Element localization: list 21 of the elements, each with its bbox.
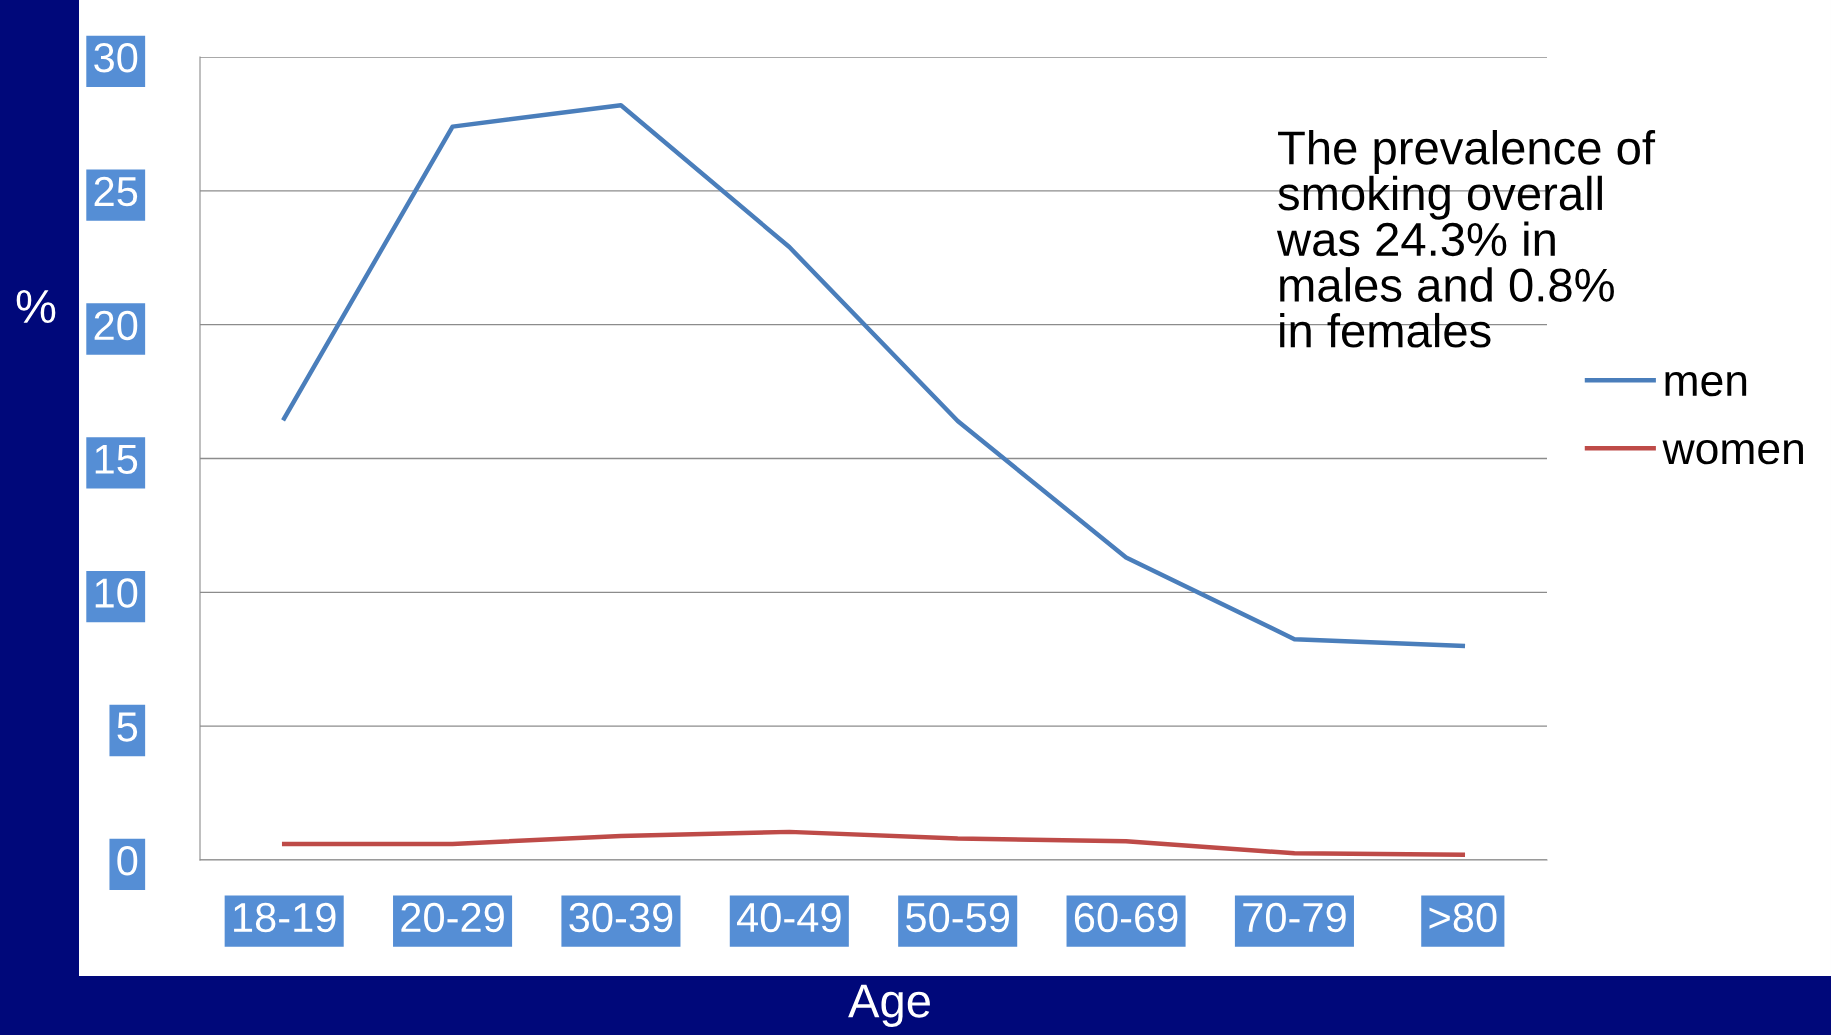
legend-label: men [1665,371,1747,397]
x-axis-title: Age [848,984,930,1027]
y-tick-label: 15 [95,444,138,475]
x-tick-label: >80 [1429,902,1497,933]
y-axis-title: % [16,289,56,323]
y-tick-label: 25 [94,176,138,207]
x-tick-label: 30-39 [569,902,673,933]
y-tick-label: 20 [94,310,138,341]
y-tick-label: 0 [117,846,138,876]
x-tick-label: 70-79 [1243,902,1346,933]
y-tick-label: 10 [95,578,138,608]
x-tick-label: 20-29 [401,902,504,933]
x-tick-label: 40-49 [736,902,841,933]
x-tick-label: 18-19 [234,902,336,933]
annotation: The prevalence of smoking overall was 24.3% in males and 0.8% in females [1276,130,1656,348]
x-tick-label: 50-59 [906,902,1009,933]
x-tick-label: 60-69 [1074,902,1178,933]
legend-label: women [1662,439,1803,465]
y-tick-label: 30 [94,43,138,73]
line-series [281,829,1466,857]
y-tick-label: 5 [117,712,138,742]
